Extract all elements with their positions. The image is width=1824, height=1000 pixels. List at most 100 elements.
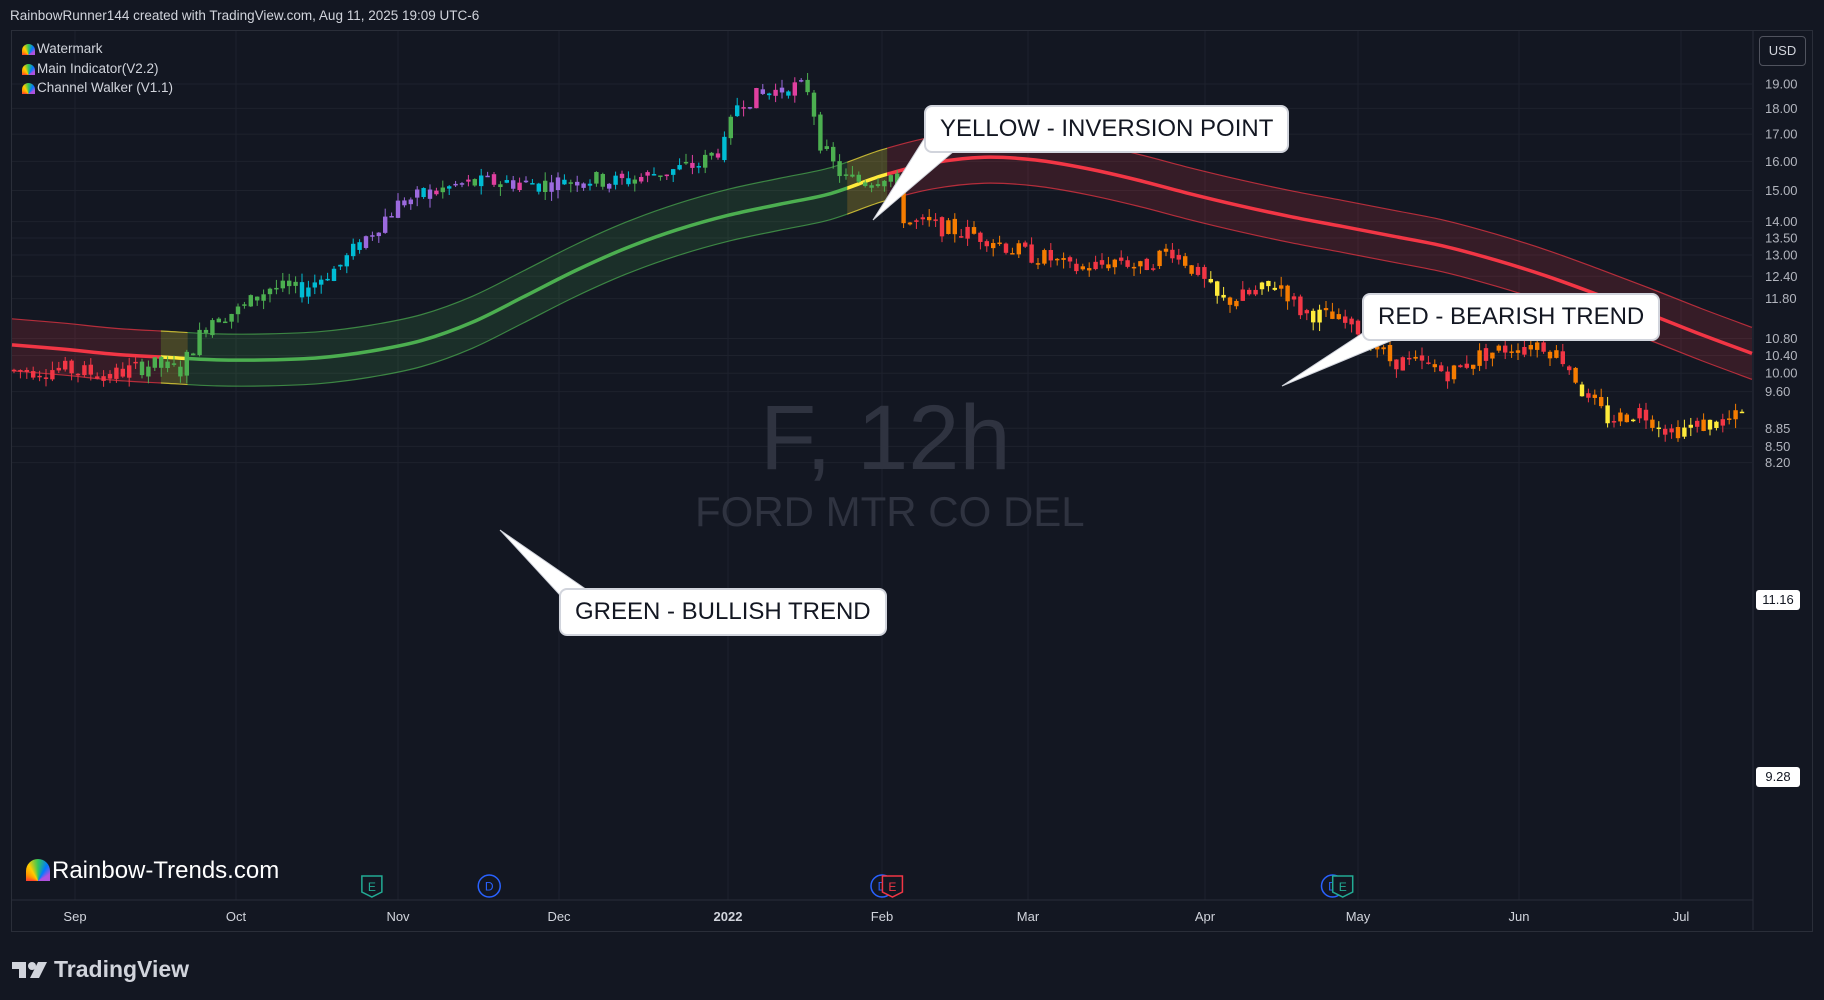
candle — [1221, 286, 1226, 301]
candle — [1202, 264, 1207, 288]
candle — [1311, 308, 1316, 331]
candle-body — [1151, 268, 1156, 270]
candle — [677, 158, 682, 171]
candle-body — [613, 175, 618, 185]
candle-body — [805, 79, 810, 93]
candle-body — [869, 185, 874, 188]
candle-body — [715, 153, 721, 158]
candle — [767, 92, 772, 100]
candle-body — [1029, 244, 1034, 263]
candle — [351, 238, 356, 260]
candle-body — [664, 174, 669, 177]
candle — [50, 361, 55, 382]
candle-body — [555, 177, 561, 191]
candle — [517, 177, 522, 192]
candle — [1195, 263, 1201, 277]
legend-item-watermark[interactable]: Watermark — [22, 39, 173, 59]
candle — [1682, 419, 1687, 439]
candle-body — [523, 180, 529, 183]
candle — [939, 216, 945, 243]
time-tick-label: Feb — [871, 909, 893, 924]
candle — [216, 317, 221, 323]
candle-body — [952, 218, 957, 235]
candle-body — [1483, 348, 1489, 361]
candle-body — [677, 165, 682, 170]
price-tick-label: 8.85 — [1765, 421, 1790, 436]
time-tick-label: Apr — [1195, 909, 1216, 924]
candle-body — [1183, 256, 1188, 266]
candle-body — [242, 304, 247, 306]
candle-body — [824, 146, 829, 149]
candle-body — [395, 200, 401, 218]
candle — [248, 294, 253, 308]
candle-body — [1541, 342, 1546, 352]
candle-body — [1099, 260, 1105, 265]
candle — [1234, 299, 1239, 310]
candle-body — [1336, 314, 1341, 320]
candle-body — [216, 318, 221, 323]
chart-pane[interactable] — [11, 30, 1813, 932]
candle — [37, 370, 42, 382]
candle-body — [491, 174, 497, 185]
candle-body — [389, 216, 394, 218]
candle-body — [1144, 258, 1149, 271]
candle-body — [331, 268, 337, 281]
candle-body — [1503, 345, 1508, 353]
candle — [1477, 343, 1482, 372]
price-tick-label: 8.50 — [1765, 439, 1790, 454]
candle — [1266, 280, 1271, 292]
candle — [690, 154, 695, 175]
candle-body — [1599, 397, 1604, 407]
currency-button[interactable]: USD — [1759, 36, 1806, 66]
candlestick-series — [11, 72, 1745, 442]
candle — [472, 178, 477, 187]
candle — [1663, 424, 1668, 442]
channel-center-line — [887, 155, 1753, 356]
candle — [1599, 388, 1604, 409]
candle-body — [88, 364, 93, 375]
candle — [370, 231, 375, 241]
candle — [434, 187, 439, 196]
candle — [1503, 337, 1508, 360]
candle-body — [600, 174, 605, 187]
candle-body — [1272, 287, 1277, 290]
candle — [293, 276, 298, 294]
candle-body — [43, 377, 49, 379]
tradingview-logo[interactable]: TradingView — [12, 956, 189, 983]
candle-body — [1458, 365, 1463, 368]
indicator-legend: Watermark Main Indicator(V2.2) Channel W… — [22, 39, 173, 98]
candle — [363, 235, 369, 250]
candle — [383, 208, 388, 234]
candle — [1496, 344, 1501, 353]
candle — [933, 213, 938, 228]
price-tick-label: 10.00 — [1765, 366, 1798, 381]
candle-body — [1195, 266, 1201, 275]
legend-item-main-indicator[interactable]: Main Indicator(V2.2) — [22, 59, 173, 79]
candle-body — [1381, 347, 1386, 350]
candle-body — [651, 174, 657, 176]
candle — [536, 182, 541, 195]
candle — [1285, 284, 1290, 310]
candle-body — [1432, 364, 1437, 368]
candle-body — [728, 116, 733, 139]
candle — [1675, 420, 1681, 442]
candle — [274, 279, 279, 295]
candle-body — [1419, 355, 1425, 361]
candle — [1099, 253, 1105, 269]
candle-body — [1189, 265, 1194, 274]
candle — [1247, 287, 1252, 296]
legend-item-channel-walker[interactable]: Channel Walker (V1.1) — [22, 78, 173, 98]
time-tick-label: 2022 — [714, 909, 743, 924]
candle — [1074, 258, 1079, 275]
dividend-event-marker: D — [477, 874, 501, 898]
candle — [664, 174, 669, 181]
candle — [997, 235, 1002, 246]
candle — [95, 372, 100, 380]
candle-body — [1528, 345, 1533, 350]
candle-body — [274, 287, 279, 290]
candle-body — [1695, 420, 1700, 427]
candle-body — [1253, 289, 1258, 295]
candle — [498, 181, 503, 196]
candle — [63, 356, 68, 372]
